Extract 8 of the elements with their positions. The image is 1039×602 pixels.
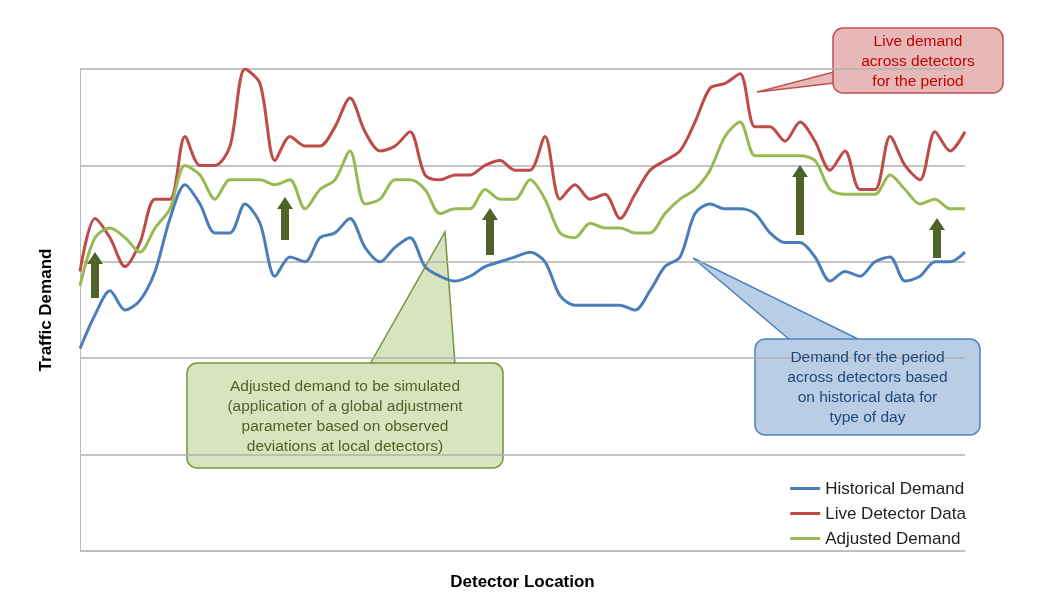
annotation: Adjusted demand to be simulated (application of a global adjustment parameter based on observed deviations at local detectors)	[187, 363, 503, 468]
legend-label: Historical Demand	[825, 479, 965, 498]
legend-label: Live Detector Data	[825, 504, 967, 523]
annotation: Demand for the period across detectors based on historical data for type of day	[755, 339, 980, 435]
annotation: Live demand across detectors for the period	[833, 28, 1003, 93]
y-axis-title: Traffic Demand	[36, 248, 55, 372]
legend-label: Adjusted Demand	[825, 529, 961, 548]
x-axis-title: Detector Location	[450, 572, 595, 591]
